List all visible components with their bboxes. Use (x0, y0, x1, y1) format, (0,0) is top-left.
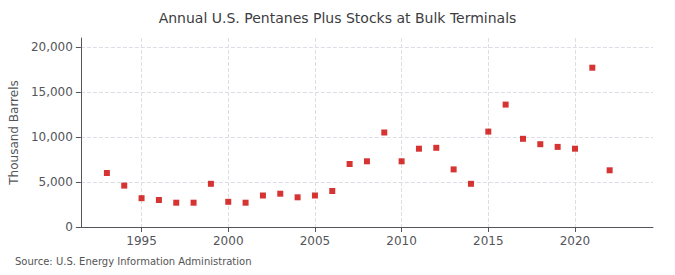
svg-text:20,000: 20,000 (31, 40, 73, 54)
svg-text:0: 0 (65, 220, 73, 234)
svg-text:5,000: 5,000 (39, 175, 73, 189)
svg-text:Annual U.S. Pentanes Plus Stoc: Annual U.S. Pentanes Plus Stocks at Bulk… (159, 10, 517, 26)
svg-text:Thousand Barrels: Thousand Barrels (7, 80, 21, 185)
svg-text:1995: 1995 (126, 234, 157, 248)
svg-text:2015: 2015 (473, 234, 504, 248)
svg-text:2010: 2010 (386, 234, 417, 248)
svg-text:2000: 2000 (213, 234, 244, 248)
svg-text:2020: 2020 (560, 234, 591, 248)
svg-text:15,000: 15,000 (31, 85, 73, 99)
svg-text:2005: 2005 (300, 234, 331, 248)
svg-text:Source: U.S. Energy Informatio: Source: U.S. Energy Information Administ… (15, 256, 252, 267)
svg-text:10,000: 10,000 (31, 130, 73, 144)
